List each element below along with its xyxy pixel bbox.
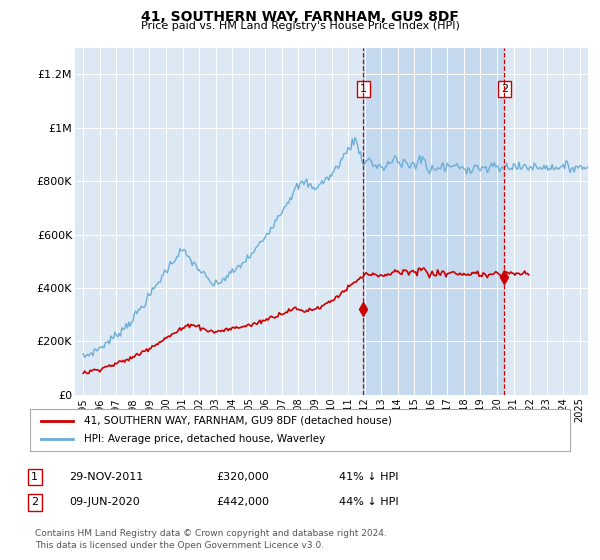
Text: £320,000: £320,000 [216,472,269,482]
Text: Contains HM Land Registry data © Crown copyright and database right 2024.
This d: Contains HM Land Registry data © Crown c… [35,529,386,550]
Text: £442,000: £442,000 [216,497,269,507]
Text: 1: 1 [31,472,38,482]
Text: 41, SOUTHERN WAY, FARNHAM, GU9 8DF: 41, SOUTHERN WAY, FARNHAM, GU9 8DF [141,10,459,24]
Bar [363,48,504,395]
Text: Price paid vs. HM Land Registry's House Price Index (HPI): Price paid vs. HM Land Registry's House … [140,21,460,31]
Text: 1: 1 [360,84,367,94]
Text: 41, SOUTHERN WAY, FARNHAM, GU9 8DF (detached house): 41, SOUTHERN WAY, FARNHAM, GU9 8DF (deta… [84,416,392,426]
Text: 29-NOV-2011: 29-NOV-2011 [69,472,143,482]
Text: 44% ↓ HPI: 44% ↓ HPI [339,497,398,507]
Text: 41% ↓ HPI: 41% ↓ HPI [339,472,398,482]
Text: 2: 2 [31,497,38,507]
Text: 09-JUN-2020: 09-JUN-2020 [69,497,140,507]
Text: HPI: Average price, detached house, Waverley: HPI: Average price, detached house, Wave… [84,434,325,444]
Text: 2: 2 [501,84,508,94]
